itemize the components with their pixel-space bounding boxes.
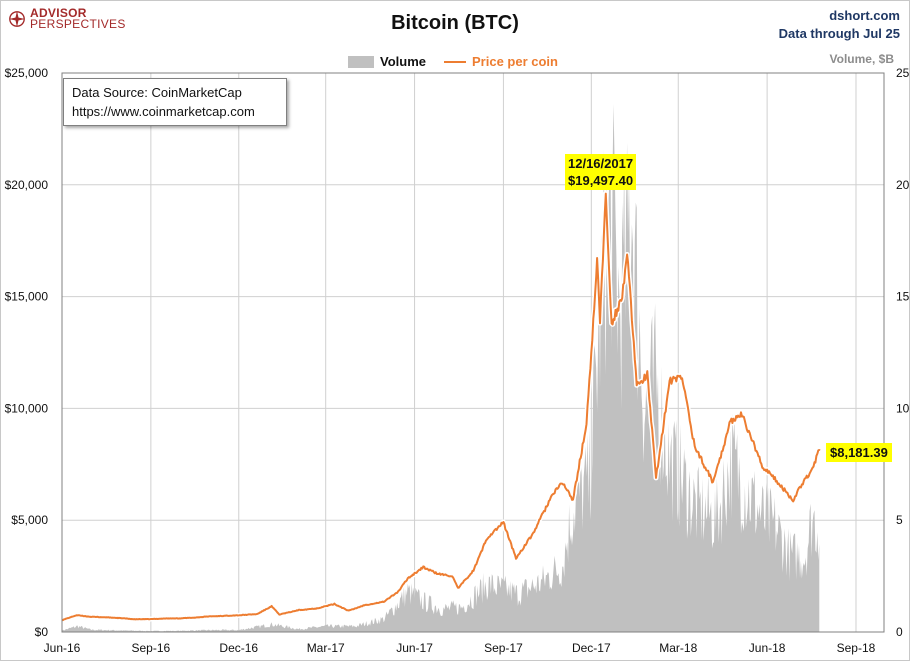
legend-price-label: Price per coin [472,54,558,69]
advisor-perspectives-logo: ADVISOR PERSPECTIVES [8,6,126,31]
legend: Volume Price per coin [348,54,558,69]
y-tick-label: $15,000 [5,290,49,304]
note-line2: https://www.coinmarketcap.com [72,104,255,119]
x-tick-label: Mar-18 [659,641,697,655]
x-tick-label: Dec-17 [572,641,611,655]
x-tick-label: Sep-17 [484,641,523,655]
x-tick-label: Dec-16 [219,641,258,655]
data-source-note: Data Source: CoinMarketCap https://www.c… [63,78,287,126]
compass-icon [8,10,26,28]
y2-tick-label: 10 [896,401,910,415]
peak-callout-price: $19,497.40 [568,173,634,188]
y-tick-label: $25,000 [5,66,49,80]
x-tick-label: Sep-18 [837,641,876,655]
y2-tick-label: 0 [896,625,903,639]
right-axis-unit: Volume, $B [829,52,894,66]
y2-tick-label: 25 [896,66,910,80]
plot-border [61,72,885,633]
peak-callout: 12/16/2017 $19,497.40 [565,154,637,190]
x-tick-label: Sep-16 [132,641,171,655]
x-tick-label: Jun-16 [44,641,81,655]
y2-tick-label: 20 [896,178,910,192]
y-tick-label: $0 [35,625,49,639]
y-tick-label: $10,000 [5,401,49,415]
x-tick-label: Jun-18 [749,641,786,655]
source-site: dshort.com [829,8,900,23]
last-price-callout: $8,181.39 [826,443,892,462]
logo-line2: PERSPECTIVES [30,17,126,31]
peak-callout-date: 12/16/2017 [568,156,634,171]
logo-line1: ADVISOR [30,6,87,20]
legend-price-swatch [444,60,466,63]
data-through: Data through Jul 25 [778,26,900,41]
chart-title: Bitcoin (BTC) [391,12,519,34]
legend-volume-label: Volume [380,54,426,69]
y-tick-label: $20,000 [5,178,49,192]
volume-area [62,103,820,632]
x-tick-label: Jun-17 [396,641,433,655]
y-tick-label: $5,000 [11,513,48,527]
y2-tick-label: 15 [896,290,910,304]
price-line [61,192,821,622]
note-line1: Data Source: CoinMarketCap [72,85,242,100]
x-tick-label: Mar-17 [307,641,345,655]
legend-volume-swatch [348,55,374,68]
y2-tick-label: 5 [896,513,903,527]
